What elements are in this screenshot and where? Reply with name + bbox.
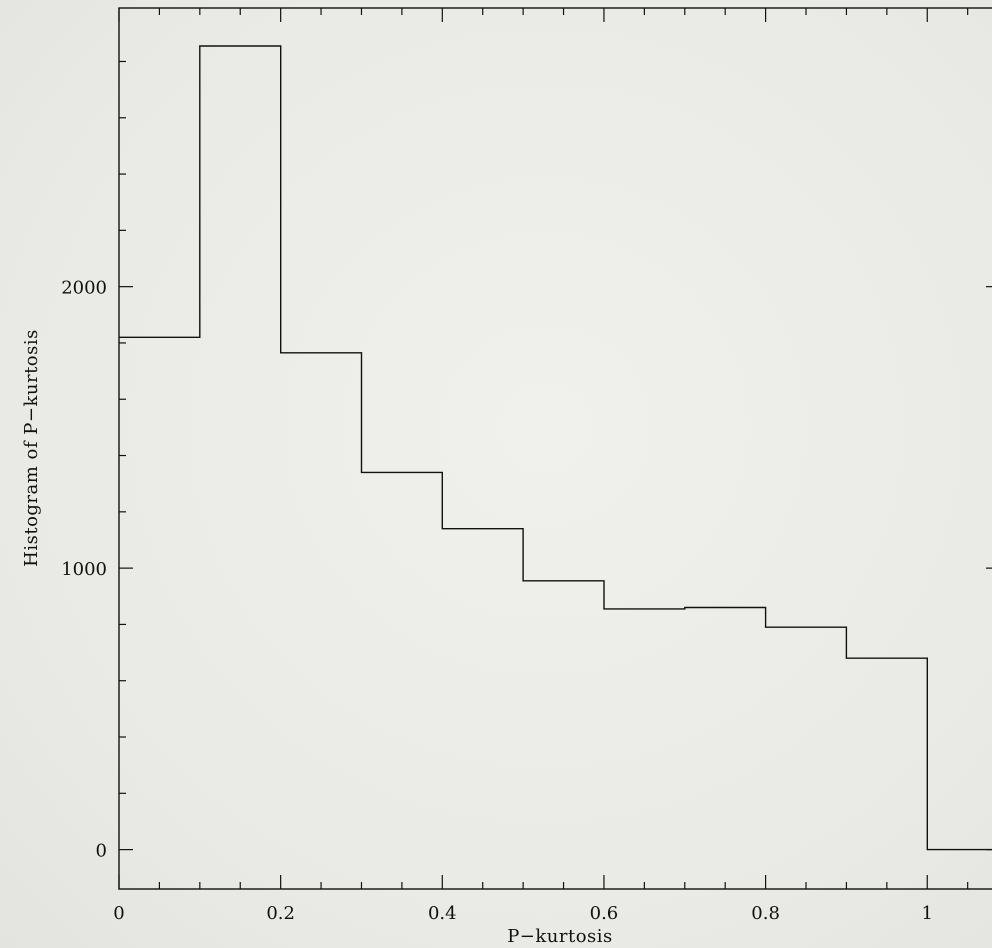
histogram-bar <box>766 627 847 849</box>
histogram-bar <box>119 337 200 849</box>
x-tick-label: 1 <box>922 903 933 924</box>
y-axis-title: Histogram of P−kurtosis <box>21 329 42 567</box>
x-tick-label: 0 <box>113 903 124 924</box>
histogram-step-line <box>119 45 992 851</box>
x-tick-label: 0.4 <box>428 903 457 924</box>
y-tick-label: 1000 <box>61 559 107 580</box>
histogram-bar <box>523 581 604 850</box>
y-tick-label: 2000 <box>61 278 107 299</box>
x-tick-label: 0.8 <box>751 903 780 924</box>
histogram-bar <box>442 529 523 850</box>
plot-frame <box>118 7 992 890</box>
y-tick-label: 0 <box>96 841 107 862</box>
x-axis-title: P−kurtosis <box>507 926 613 947</box>
x-tick-label: 0.2 <box>266 903 295 924</box>
histogram-bar <box>846 658 927 849</box>
x-tick-label: 0.6 <box>590 903 619 924</box>
histogram-bar <box>604 609 685 850</box>
histogram-bar <box>361 472 442 849</box>
histogram-bar <box>281 353 362 850</box>
histogram-bar <box>200 46 281 850</box>
histogram-bar <box>685 608 766 850</box>
